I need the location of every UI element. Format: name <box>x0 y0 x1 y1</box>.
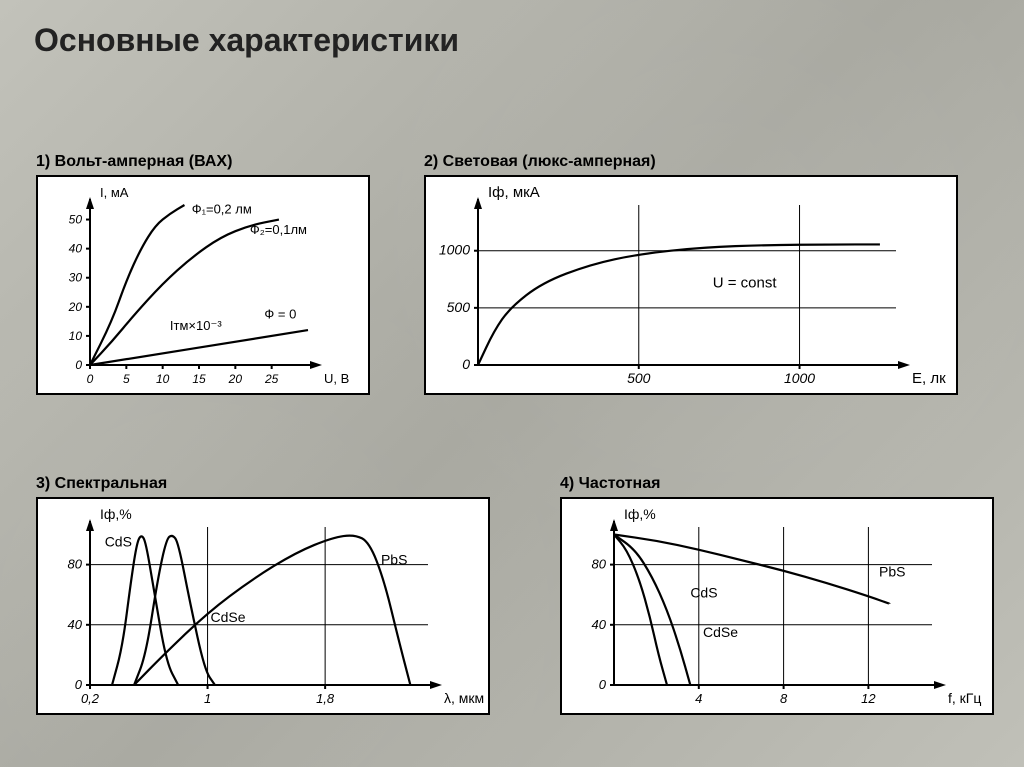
svg-text:U = const: U = const <box>713 274 778 291</box>
svg-text:5: 5 <box>123 372 130 386</box>
frequency-chart: 0 40 80 4 8 12 Iф,% f, кГц PbS CdS CdSe <box>560 497 994 715</box>
svg-text:Ф₂=0,1лм: Ф₂=0,1лм <box>250 222 307 237</box>
svg-text:Iф,%: Iф,% <box>100 506 132 522</box>
panel-2: 2) Световая (люкс-амперная) 0 500 1000 500 1… <box>424 153 958 395</box>
svg-text:0,2: 0,2 <box>81 691 100 706</box>
iv-chart: 0 10 20 30 40 50 0 5 10 15 20 25 I, мА U, В Ф₁=0,2 лм Ф… <box>36 175 370 395</box>
panel-4: 4) Частотная 0 40 80 4 8 12 Iф,% f, кГц PbS CdS Cd… <box>560 475 994 715</box>
svg-text:10: 10 <box>69 329 83 343</box>
svg-text:Ф₁=0,2 лм: Ф₁=0,2 лм <box>192 202 252 217</box>
svg-text:PbS: PbS <box>879 564 905 580</box>
svg-text:0: 0 <box>599 677 607 692</box>
slide-title: Основные характеристики <box>34 22 1024 59</box>
svg-text:8: 8 <box>780 691 788 706</box>
svg-text:0: 0 <box>87 372 94 386</box>
svg-text:CdS: CdS <box>105 534 132 550</box>
svg-text:I, мА: I, мА <box>100 185 129 200</box>
svg-text:1: 1 <box>204 691 211 706</box>
svg-text:0: 0 <box>75 358 82 372</box>
svg-text:U, В: U, В <box>324 371 349 386</box>
svg-text:4: 4 <box>695 691 702 706</box>
svg-text:80: 80 <box>592 557 607 572</box>
svg-text:1000: 1000 <box>784 370 815 386</box>
svg-text:1000: 1000 <box>439 242 470 258</box>
svg-text:1,8: 1,8 <box>316 691 335 706</box>
svg-text:30: 30 <box>69 271 83 285</box>
svg-text:15: 15 <box>192 372 206 386</box>
svg-text:40: 40 <box>69 242 83 256</box>
panel-2-caption: 2) Световая (люкс-амперная) <box>424 153 958 171</box>
svg-text:Ф = 0: Ф = 0 <box>264 306 296 321</box>
svg-text:PbS: PbS <box>381 552 407 568</box>
spectral-chart: 0 40 80 0,2 1 1,8 Iф,% λ, мкм CdS CdSe PbS <box>36 497 490 715</box>
svg-text:Iтм×10⁻³: Iтм×10⁻³ <box>170 318 222 333</box>
svg-text:CdSe: CdSe <box>703 624 738 640</box>
svg-text:50: 50 <box>69 213 83 227</box>
panel-1: 1) Вольт-амперная (ВАХ) 0 10 20 30 40 50 0 5 10 1… <box>36 153 370 395</box>
panel-1-caption: 1) Вольт-амперная (ВАХ) <box>36 153 370 171</box>
svg-text:Е, лк: Е, лк <box>912 370 946 387</box>
svg-text:Iф, мкА: Iф, мкА <box>488 184 540 201</box>
lux-chart: 0 500 1000 500 1000 Iф, мкА Е, лк U = const <box>424 175 958 395</box>
svg-text:CdS: CdS <box>690 585 717 601</box>
svg-text:0: 0 <box>75 677 83 692</box>
svg-text:λ, мкм: λ, мкм <box>444 690 484 706</box>
svg-text:500: 500 <box>447 299 471 315</box>
svg-text:20: 20 <box>228 372 243 386</box>
svg-text:25: 25 <box>264 372 279 386</box>
svg-text:f, кГц: f, кГц <box>948 690 981 706</box>
svg-text:0: 0 <box>462 356 470 372</box>
svg-text:Iф,%: Iф,% <box>624 506 656 522</box>
panel-4-caption: 4) Частотная <box>560 475 994 493</box>
svg-text:CdSe: CdSe <box>211 609 246 625</box>
svg-text:12: 12 <box>861 691 876 706</box>
svg-text:40: 40 <box>592 617 607 632</box>
svg-text:10: 10 <box>156 372 170 386</box>
panel-3: 3) Спектральная 0 40 80 0,2 1 1,8 Iф,% λ, мкм Cd… <box>36 475 490 715</box>
svg-text:500: 500 <box>627 370 651 386</box>
panel-3-caption: 3) Спектральная <box>36 475 490 493</box>
svg-text:20: 20 <box>68 300 83 314</box>
svg-text:80: 80 <box>68 557 83 572</box>
svg-text:40: 40 <box>68 617 83 632</box>
